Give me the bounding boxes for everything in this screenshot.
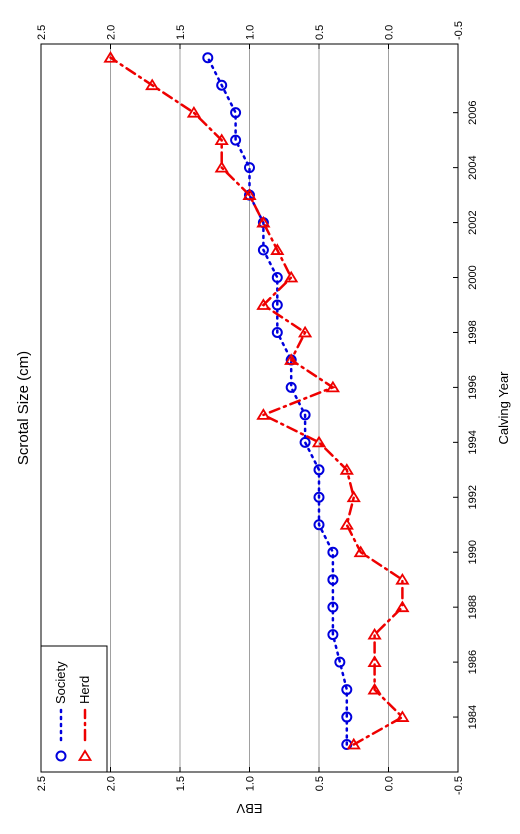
data-point-herd bbox=[256, 408, 271, 420]
legend-box bbox=[40, 645, 108, 773]
data-point-society bbox=[313, 464, 325, 476]
x-axis-label: Calving Year bbox=[496, 371, 511, 445]
data-point-herd bbox=[346, 737, 361, 750]
data-point-herd bbox=[395, 572, 410, 585]
data-point-herd bbox=[367, 627, 382, 640]
data-point-herd bbox=[186, 105, 202, 118]
data-point-herd bbox=[346, 490, 361, 503]
data-point-herd bbox=[214, 160, 229, 173]
data-point-society bbox=[341, 684, 353, 696]
data-point-herd bbox=[353, 545, 368, 558]
series-herd bbox=[103, 51, 410, 750]
x-tick-label: 1996 bbox=[467, 375, 479, 399]
x-tick-label: 1992 bbox=[467, 485, 479, 509]
data-point-society bbox=[230, 134, 242, 146]
data-point-society bbox=[202, 52, 214, 64]
x-tick-label: 1988 bbox=[467, 595, 479, 619]
series-layer bbox=[103, 51, 410, 751]
data-point-society bbox=[327, 601, 339, 613]
data-point-society bbox=[271, 299, 283, 311]
data-point-society bbox=[216, 79, 228, 91]
data-point-society bbox=[257, 244, 269, 256]
x-tick-label: 2002 bbox=[467, 210, 479, 234]
data-point-herd bbox=[284, 270, 299, 283]
legend-marker-triangle bbox=[77, 749, 93, 761]
data-point-herd bbox=[145, 78, 160, 91]
y-tick-label-right: 2.0 bbox=[106, 25, 118, 40]
y-tick-label-right: 1.5 bbox=[175, 25, 187, 40]
y-tick-label-right: 0.5 bbox=[314, 25, 326, 40]
data-point-herd bbox=[367, 655, 382, 668]
x-tick-label: 1994 bbox=[467, 430, 479, 454]
data-point-society bbox=[271, 272, 283, 284]
y-tick-label-right: -0.5 bbox=[453, 21, 465, 40]
x-tick-label: 2006 bbox=[467, 100, 479, 124]
data-point-society bbox=[244, 162, 255, 174]
data-point-herd bbox=[270, 243, 285, 255]
x-tick-label: 1986 bbox=[467, 650, 479, 674]
y-tick-label: 2.0 bbox=[106, 776, 118, 791]
data-point-herd bbox=[325, 380, 341, 393]
x-tick-label: 1998 bbox=[467, 320, 479, 344]
data-point-herd bbox=[214, 133, 229, 146]
y-tick-label: -0.5 bbox=[453, 776, 465, 795]
data-point-society bbox=[341, 711, 353, 723]
data-point-herd bbox=[395, 600, 410, 613]
data-point-herd bbox=[339, 463, 354, 475]
data-point-society bbox=[299, 436, 311, 448]
data-point-society bbox=[313, 519, 325, 531]
x-tick-label: 2000 bbox=[467, 265, 479, 289]
chart-title: Scrotal Size (cm) bbox=[15, 351, 32, 465]
legend-label: Herd bbox=[77, 676, 92, 704]
data-point-herd bbox=[297, 325, 313, 338]
data-point-society bbox=[285, 381, 297, 393]
data-point-society bbox=[230, 107, 242, 119]
legend-label: Society bbox=[53, 661, 68, 704]
legend-marker-circle bbox=[55, 750, 67, 762]
data-point-herd bbox=[242, 188, 257, 200]
data-point-herd bbox=[256, 298, 271, 310]
y-tick-label: 1.5 bbox=[175, 776, 187, 791]
x-tick-label: 1990 bbox=[467, 540, 479, 564]
y-tick-label-right: 1.0 bbox=[245, 25, 257, 40]
x-tick-label: 2004 bbox=[467, 155, 479, 179]
axis-ticks: -0.5 -0.5 0.0 0.0 0.5 0.5 1.0 1.0 1.5 1.5 2.0 2.0 2.… bbox=[36, 21, 479, 795]
y-tick-label-right: 2.5 bbox=[36, 25, 48, 40]
legend-item-society: Society bbox=[53, 661, 68, 762]
series-society bbox=[202, 52, 353, 751]
legend-item-herd: Herd bbox=[77, 676, 93, 761]
data-point-herd bbox=[103, 51, 118, 63]
y-axis-label: EBV bbox=[236, 801, 262, 816]
data-point-society bbox=[271, 326, 283, 338]
y-tick-label: 0.5 bbox=[314, 776, 326, 791]
x-tick-label: 1984 bbox=[467, 705, 479, 729]
y-tick-label: 2.5 bbox=[36, 776, 48, 791]
data-point-society bbox=[327, 546, 339, 558]
data-point-society bbox=[313, 491, 325, 503]
data-point-society bbox=[299, 409, 311, 421]
data-point-society bbox=[327, 629, 339, 641]
data-point-herd bbox=[367, 682, 382, 695]
data-point-herd bbox=[284, 353, 299, 365]
legend: Society Herd bbox=[40, 645, 108, 773]
series-line-society bbox=[206, 56, 349, 746]
data-point-herd bbox=[339, 518, 354, 530]
data-point-society bbox=[334, 656, 346, 668]
gridlines bbox=[110, 44, 389, 772]
y-tick-label: 1.0 bbox=[245, 776, 257, 791]
data-point-society bbox=[327, 574, 339, 586]
series-line-herd bbox=[109, 56, 405, 746]
data-point-herd bbox=[311, 435, 327, 448]
y-tick-label: 0.0 bbox=[384, 776, 396, 791]
data-point-herd bbox=[256, 215, 271, 228]
data-point-herd bbox=[395, 710, 410, 722]
y-tick-label-right: 0.0 bbox=[384, 25, 396, 40]
